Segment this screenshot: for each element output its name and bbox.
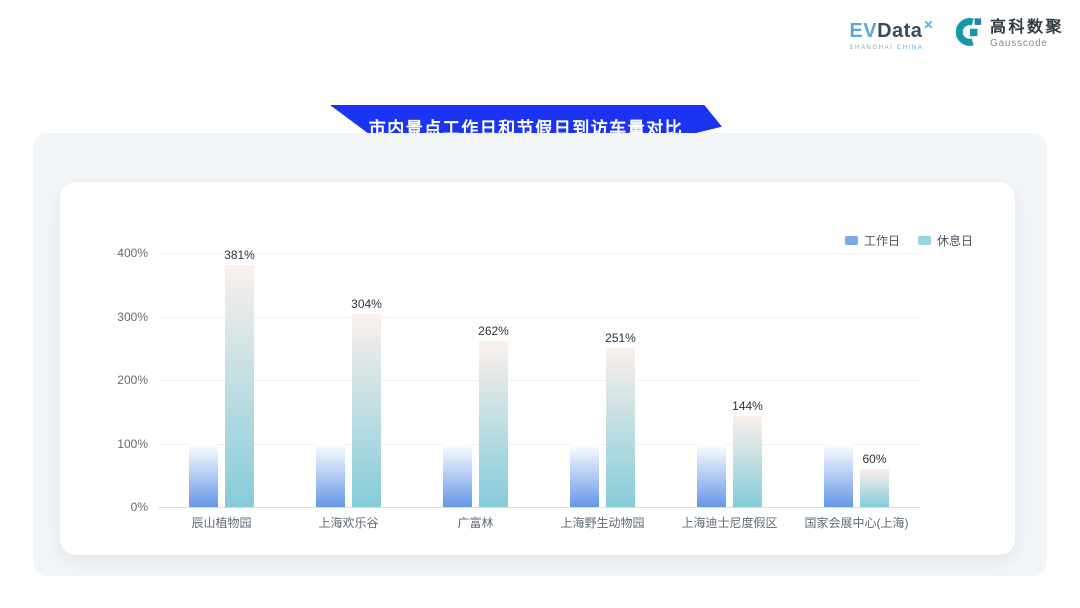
bar-value-label: 251% [605,330,636,345]
gridline [158,443,920,445]
gausscode-text: 高科数聚 Gausscode [989,18,1064,49]
x-axis-category-label: 上海欢乐谷 [318,516,379,530]
legend-label-restday: 休息日 [936,234,973,248]
evdata-caption-china: CHINA [896,44,924,51]
bar-workday [697,443,726,507]
bar-restday [860,468,889,507]
y-axis-tick-label: 300% [117,309,148,324]
y-axis-tick-label: 400% [117,246,148,260]
bar-workday [443,443,472,507]
x-axis-category-label: 辰山植物园 [191,516,252,530]
legend-item-restday[interactable]: 休息日 [917,232,973,249]
gausscode-g-icon [952,16,984,53]
evdata-x-icon: ✕ [923,17,934,32]
y-axis-tick-label: 200% [117,373,148,387]
evdata-caption-shanghai: SHANGHAI [849,44,894,51]
gausscode-name-en: Gausscode [989,37,1048,49]
gridline [158,380,920,381]
gridline [158,316,920,318]
x-axis-category-label: 广富林 [457,516,494,530]
bar-value-label: 60% [862,451,887,466]
gausscode-logo: 高科数聚 Gausscode [952,16,1064,53]
legend-swatch-workday [844,236,858,245]
evdata-wordmark: EVData✕ [849,19,934,41]
bar-value-label: 381% [224,248,255,263]
bar-restday [606,347,635,507]
bar-workday [570,443,599,507]
bar-value-label: 262% [478,323,509,338]
bar-restday [479,340,508,507]
bar-restday [352,313,381,507]
x-axis-category-label: 国家会展中心(上海) [804,516,909,530]
x-axis-category-label: 上海野生动物园 [560,516,645,530]
x-axis-category-label: 上海迪士尼度假区 [681,516,778,530]
legend-item-workday[interactable]: 工作日 [844,232,900,249]
header-logos: EVData✕ SHANGHAI CHINA 高科数聚 Gausscode [849,16,1064,53]
evdata-data-text: Data [877,19,923,42]
evdata-caption: SHANGHAI CHINA [849,45,934,51]
chart-area: 0% 100% 200% 300% 400% 381% 辰山植物园 304% 上海欢乐谷 262%… [60,182,1015,555]
y-axis-tick-label: 0% [130,500,148,514]
bar-value-label: 304% [351,296,382,311]
chart-legend: 工作日 休息日 [844,232,973,249]
x-axis-line [158,507,920,508]
y-axis-tick-label: 100% [117,436,148,451]
legend-swatch-restday [917,236,931,245]
bar-restday [733,415,762,507]
bar-workday [316,443,345,507]
chart-card: 工作日 休息日 0% 100% 200% 300% 400% 381% 辰山植物园 304% 上… [60,182,1015,555]
bar-value-label: 144% [732,398,763,413]
bar-restday [225,265,254,507]
gridline [158,253,920,254]
evdata-ev-text: EV [849,19,878,42]
bar-workday [824,443,853,507]
legend-label-workday: 工作日 [863,234,900,248]
gausscode-name-cn: 高科数聚 [989,18,1064,36]
bar-workday [189,443,218,507]
evdata-logo: EVData✕ SHANGHAI CHINA [849,19,934,51]
